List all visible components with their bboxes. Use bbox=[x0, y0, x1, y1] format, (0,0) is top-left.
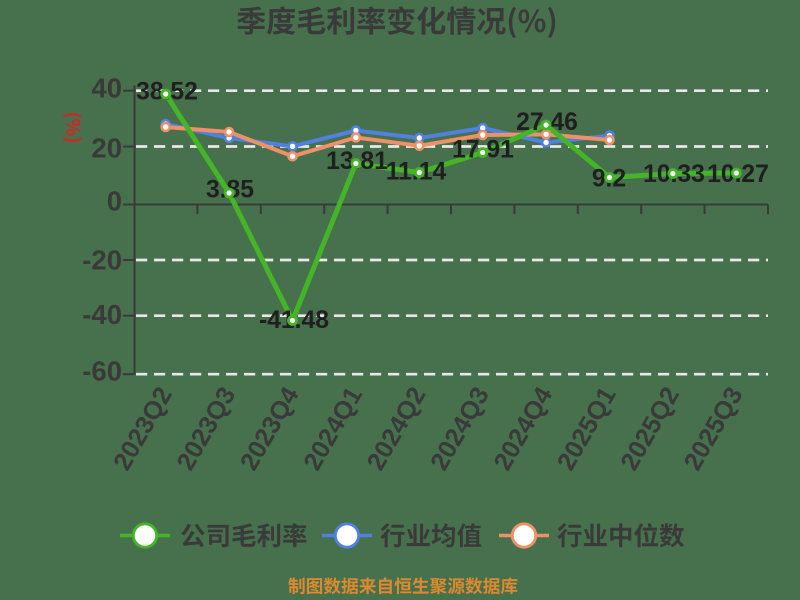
svg-text:-20: -20 bbox=[82, 245, 122, 276]
svg-text:20: 20 bbox=[91, 133, 122, 164]
svg-text:40: 40 bbox=[91, 73, 122, 104]
svg-text:-40: -40 bbox=[82, 299, 122, 330]
svg-text:-60: -60 bbox=[82, 356, 122, 387]
svg-text:0: 0 bbox=[107, 186, 122, 217]
